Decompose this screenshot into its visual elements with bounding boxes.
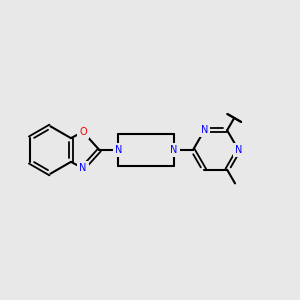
Text: N: N: [201, 125, 208, 135]
Text: N: N: [79, 163, 87, 173]
Text: O: O: [79, 127, 87, 137]
Text: N: N: [235, 145, 242, 155]
Text: N: N: [115, 145, 122, 155]
Text: N: N: [170, 145, 178, 155]
